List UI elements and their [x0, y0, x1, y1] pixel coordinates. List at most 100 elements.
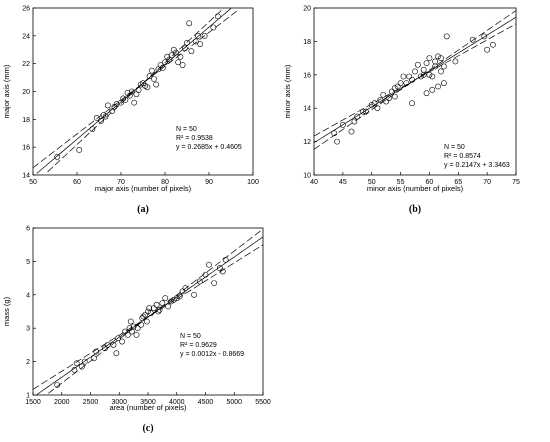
data-point	[151, 76, 157, 82]
data-point	[210, 24, 217, 31]
confidence-band-lines	[32, 7, 239, 173]
data-point	[138, 321, 144, 328]
data-point	[429, 86, 436, 93]
data-point	[389, 88, 395, 95]
data-point	[202, 271, 209, 278]
x-axis-label: major axis (number of pixels)	[95, 184, 192, 193]
y-tick-label: 18	[22, 117, 30, 124]
data-point	[440, 80, 447, 87]
data-point	[426, 71, 433, 78]
data-point	[179, 288, 186, 295]
y-tick-label: 16	[303, 72, 311, 79]
data-point	[216, 265, 223, 271]
data-point	[146, 305, 153, 312]
data-point	[135, 87, 142, 94]
data-point	[144, 84, 151, 91]
data-point	[93, 115, 100, 121]
data-point	[394, 83, 401, 90]
data-point	[429, 73, 436, 80]
data-point	[173, 49, 179, 56]
data-point	[159, 64, 166, 71]
data-point	[101, 345, 108, 352]
y-tick-label: 24	[22, 33, 30, 40]
data-point	[133, 331, 140, 338]
data-point	[110, 341, 117, 348]
y-tick-label: 14	[22, 173, 30, 180]
y-tick-label: 6	[26, 226, 30, 233]
data-point	[403, 80, 410, 87]
data-point	[162, 59, 168, 66]
dashed-bound-line	[32, 9, 239, 169]
data-point	[54, 382, 61, 388]
data-point	[128, 328, 135, 335]
data-point	[89, 126, 96, 132]
data-point	[371, 100, 378, 107]
data-point	[104, 341, 111, 348]
y-tick-label: 3	[26, 326, 30, 333]
data-point	[423, 60, 430, 67]
x-tick-label: 45	[339, 179, 347, 186]
y-tick-label: 12	[303, 139, 311, 146]
data-point	[73, 360, 80, 367]
data-point	[426, 55, 433, 61]
y-tick-label: 1	[26, 393, 30, 400]
data-point	[142, 311, 149, 318]
x-tick-label: 65	[454, 179, 462, 186]
tick-group: 40 45 50 55 60 65 70 75 10 12 14 16 18 20	[303, 6, 520, 187]
data-points	[331, 33, 496, 145]
data-point	[127, 318, 134, 325]
data-point	[377, 96, 384, 103]
plot-frame	[32, 227, 264, 396]
data-point	[168, 52, 175, 59]
data-point	[140, 313, 147, 320]
panel-label: (a)	[137, 204, 149, 215]
data-point	[490, 41, 496, 48]
panel-label: (c)	[142, 423, 153, 434]
x-tick-label: 75	[512, 179, 520, 186]
stat-r2: R² = 0.9629	[180, 342, 217, 349]
data-point	[368, 101, 375, 108]
data-point	[130, 323, 137, 330]
data-point	[386, 95, 392, 102]
data-point	[423, 90, 430, 97]
stat-n: N = 50	[176, 126, 197, 133]
data-point	[435, 83, 441, 90]
data-point	[400, 73, 407, 80]
data-point	[363, 108, 369, 115]
data-point	[76, 147, 83, 153]
stat-n: N = 50	[180, 333, 201, 340]
data-point	[438, 55, 444, 61]
data-point	[124, 331, 131, 338]
tick-group: 1500 2000 2500 3000 3500 4000 4500 5000 5500 1 2 3 4…	[25, 226, 271, 407]
x-tick-label: 80	[161, 179, 169, 186]
x-tick-label: 2000	[54, 399, 70, 406]
tick-group: 50 60 70 80 90 100 14 16 18 20 22 24 26	[22, 6, 259, 187]
data-point	[188, 48, 195, 55]
data-points	[54, 256, 229, 388]
data-point	[412, 68, 418, 75]
regression-line-group	[36, 8, 232, 174]
data-point	[374, 105, 381, 112]
panel-label: (b)	[409, 204, 421, 215]
x-tick-label: 70	[483, 179, 491, 186]
data-point	[391, 93, 398, 100]
data-point	[391, 85, 398, 92]
data-point	[420, 66, 427, 73]
data-points	[54, 13, 221, 160]
x-tick-label: 4500	[198, 399, 214, 406]
x-tick-label: 70	[117, 179, 125, 186]
data-point	[191, 291, 197, 298]
data-point	[214, 13, 221, 20]
data-point	[122, 328, 128, 335]
x-tick-label: 55	[397, 179, 405, 186]
data-point	[201, 32, 208, 39]
data-point	[129, 88, 135, 95]
data-point	[182, 285, 189, 292]
y-tick-label: 4	[26, 292, 30, 299]
data-point	[91, 355, 97, 362]
data-point	[102, 113, 109, 120]
data-point	[147, 310, 154, 317]
data-point	[176, 293, 183, 300]
panel-c: 1500 2000 2500 3000 3500 4000 4500 5000 5500 1 2 3 4…	[2, 226, 271, 435]
